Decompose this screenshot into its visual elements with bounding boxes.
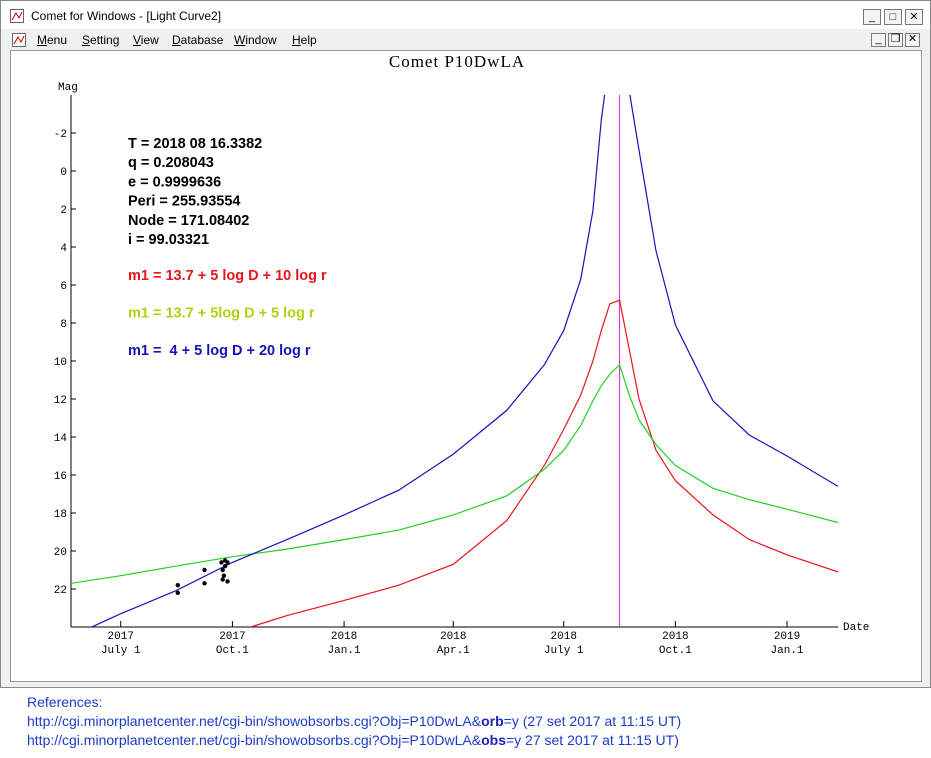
menu-item[interactable]: View [133, 33, 159, 47]
y-tick-label: -2 [54, 129, 67, 141]
orbit-element: i = 99.03321 [128, 232, 209, 248]
window-title: Comet for Windows - [Light Curve2] [31, 9, 222, 23]
observation [175, 590, 180, 595]
chart-window [10, 50, 922, 682]
y-tick-label: 6 [60, 281, 67, 293]
observation [225, 560, 230, 565]
menu-item[interactable]: Setting [82, 33, 120, 47]
x-tick-label: 2017 [219, 631, 245, 643]
x-tick-label: Oct.1 [659, 645, 692, 657]
curve [90, 95, 838, 627]
menu-bar: Menu Setting View Database Window Help _… [1, 29, 930, 50]
observation [220, 577, 225, 582]
observation [225, 579, 230, 584]
observation [222, 564, 228, 569]
x-tick-label: July 1 [101, 645, 141, 657]
y-tick-label: 14 [54, 433, 68, 445]
x-tick-label: 2018 [440, 631, 466, 643]
orbit-element: Peri = 255.93554 [128, 194, 240, 210]
x-tick-label: Jan.1 [328, 645, 361, 657]
y-tick-label: 8 [60, 319, 67, 331]
window: Comet for Windows - [Light Curve2] _ □ ✕… [0, 0, 931, 688]
title-bar: Comet for Windows - [Light Curve2] _ □ ✕ [1, 1, 930, 29]
x-tick-label: 2018 [662, 631, 688, 643]
x-tick-label: Apr.1 [437, 645, 470, 657]
x-tick-label: Oct.1 [216, 645, 249, 657]
orbit-element: e = 0.9999636 [128, 174, 221, 190]
y-tick-label: 0 [60, 167, 67, 179]
app-icon [10, 9, 24, 23]
observation [175, 583, 180, 588]
menu-item[interactable]: Help [292, 33, 317, 47]
observation [202, 567, 207, 573]
menu-item[interactable]: Database [172, 33, 224, 47]
legend-entry: m1 = 4 + 5 log D + 20 log r [128, 343, 311, 359]
url-key: orb [481, 713, 504, 729]
menu-item[interactable]: Window [234, 33, 277, 47]
mdi-close[interactable]: ✕ [905, 33, 920, 47]
y-tick-label: 4 [60, 243, 67, 255]
x-tick-label: 2018 [331, 631, 357, 643]
legend-entry: m1 = 13.7 + 5log D + 5 log r [128, 306, 315, 322]
reference-link[interactable]: http://cgi.minorplanetcenter.net/cgi-bin… [27, 712, 681, 731]
chart-title: Comet P10DwLA [389, 52, 525, 71]
legend-entry: m1 = 13.7 + 5 log D + 10 log r [128, 268, 327, 284]
x-axis-label: Date [843, 622, 869, 634]
observation [220, 567, 225, 573]
chart: Comet P10DwLA Mag Date -2 0 2 4 6 8 10 12 14 16 18… [54, 52, 870, 657]
mdi-minimize[interactable]: _ [871, 33, 886, 47]
references-heading: References: [27, 694, 103, 710]
url: http://cgi.minorplanetcenter.net/cgi-bin… [27, 713, 482, 729]
mdi-restore[interactable]: ❐ [888, 33, 903, 47]
minimize-button[interactable]: _ [863, 9, 881, 25]
y-tick-label: 16 [54, 471, 67, 483]
y-tick-label: 18 [54, 509, 67, 521]
curve [248, 299, 838, 627]
orbit-element: T = 2018 08 16.3382 [128, 136, 262, 152]
x-tick-label: 2018 [551, 631, 577, 643]
orbit-element: q = 0.208043 [128, 155, 214, 171]
y-tick-label: 20 [54, 547, 67, 559]
x-tick-label: 2017 [108, 631, 134, 643]
maximize-button[interactable]: □ [884, 9, 902, 25]
curve [71, 363, 838, 584]
y-tick-label: 10 [54, 357, 67, 369]
reference-link[interactable]: http://cgi.minorplanetcenter.net/cgi-bin… [27, 731, 681, 750]
y-axis-label: Mag [58, 82, 78, 94]
x-tick-label: Jan.1 [771, 645, 804, 657]
references: References: http://cgi.minorplanetcenter… [27, 693, 681, 750]
url-tail: =y 27 set 2017 at 11:15 UT) [505, 732, 679, 748]
y-tick-label: 2 [60, 205, 67, 217]
url-key: obs [481, 732, 506, 748]
x-tick-label: July 1 [544, 645, 584, 657]
plot-area [71, 95, 838, 627]
observation [202, 581, 207, 586]
x-tick-label: 2019 [774, 631, 800, 643]
y-tick-label: 12 [54, 395, 67, 407]
close-button[interactable]: ✕ [905, 9, 923, 25]
observation [221, 573, 227, 578]
menu-item[interactable]: Menu [37, 33, 68, 47]
observation [219, 560, 224, 565]
orbit-element: Node = 171.08402 [128, 213, 249, 229]
y-tick-label: 22 [54, 585, 67, 597]
doc-icon [12, 33, 26, 47]
url-tail: =y (27 set 2017 at 11:15 UT) [503, 713, 682, 729]
url: http://cgi.minorplanetcenter.net/cgi-bin… [27, 732, 482, 748]
